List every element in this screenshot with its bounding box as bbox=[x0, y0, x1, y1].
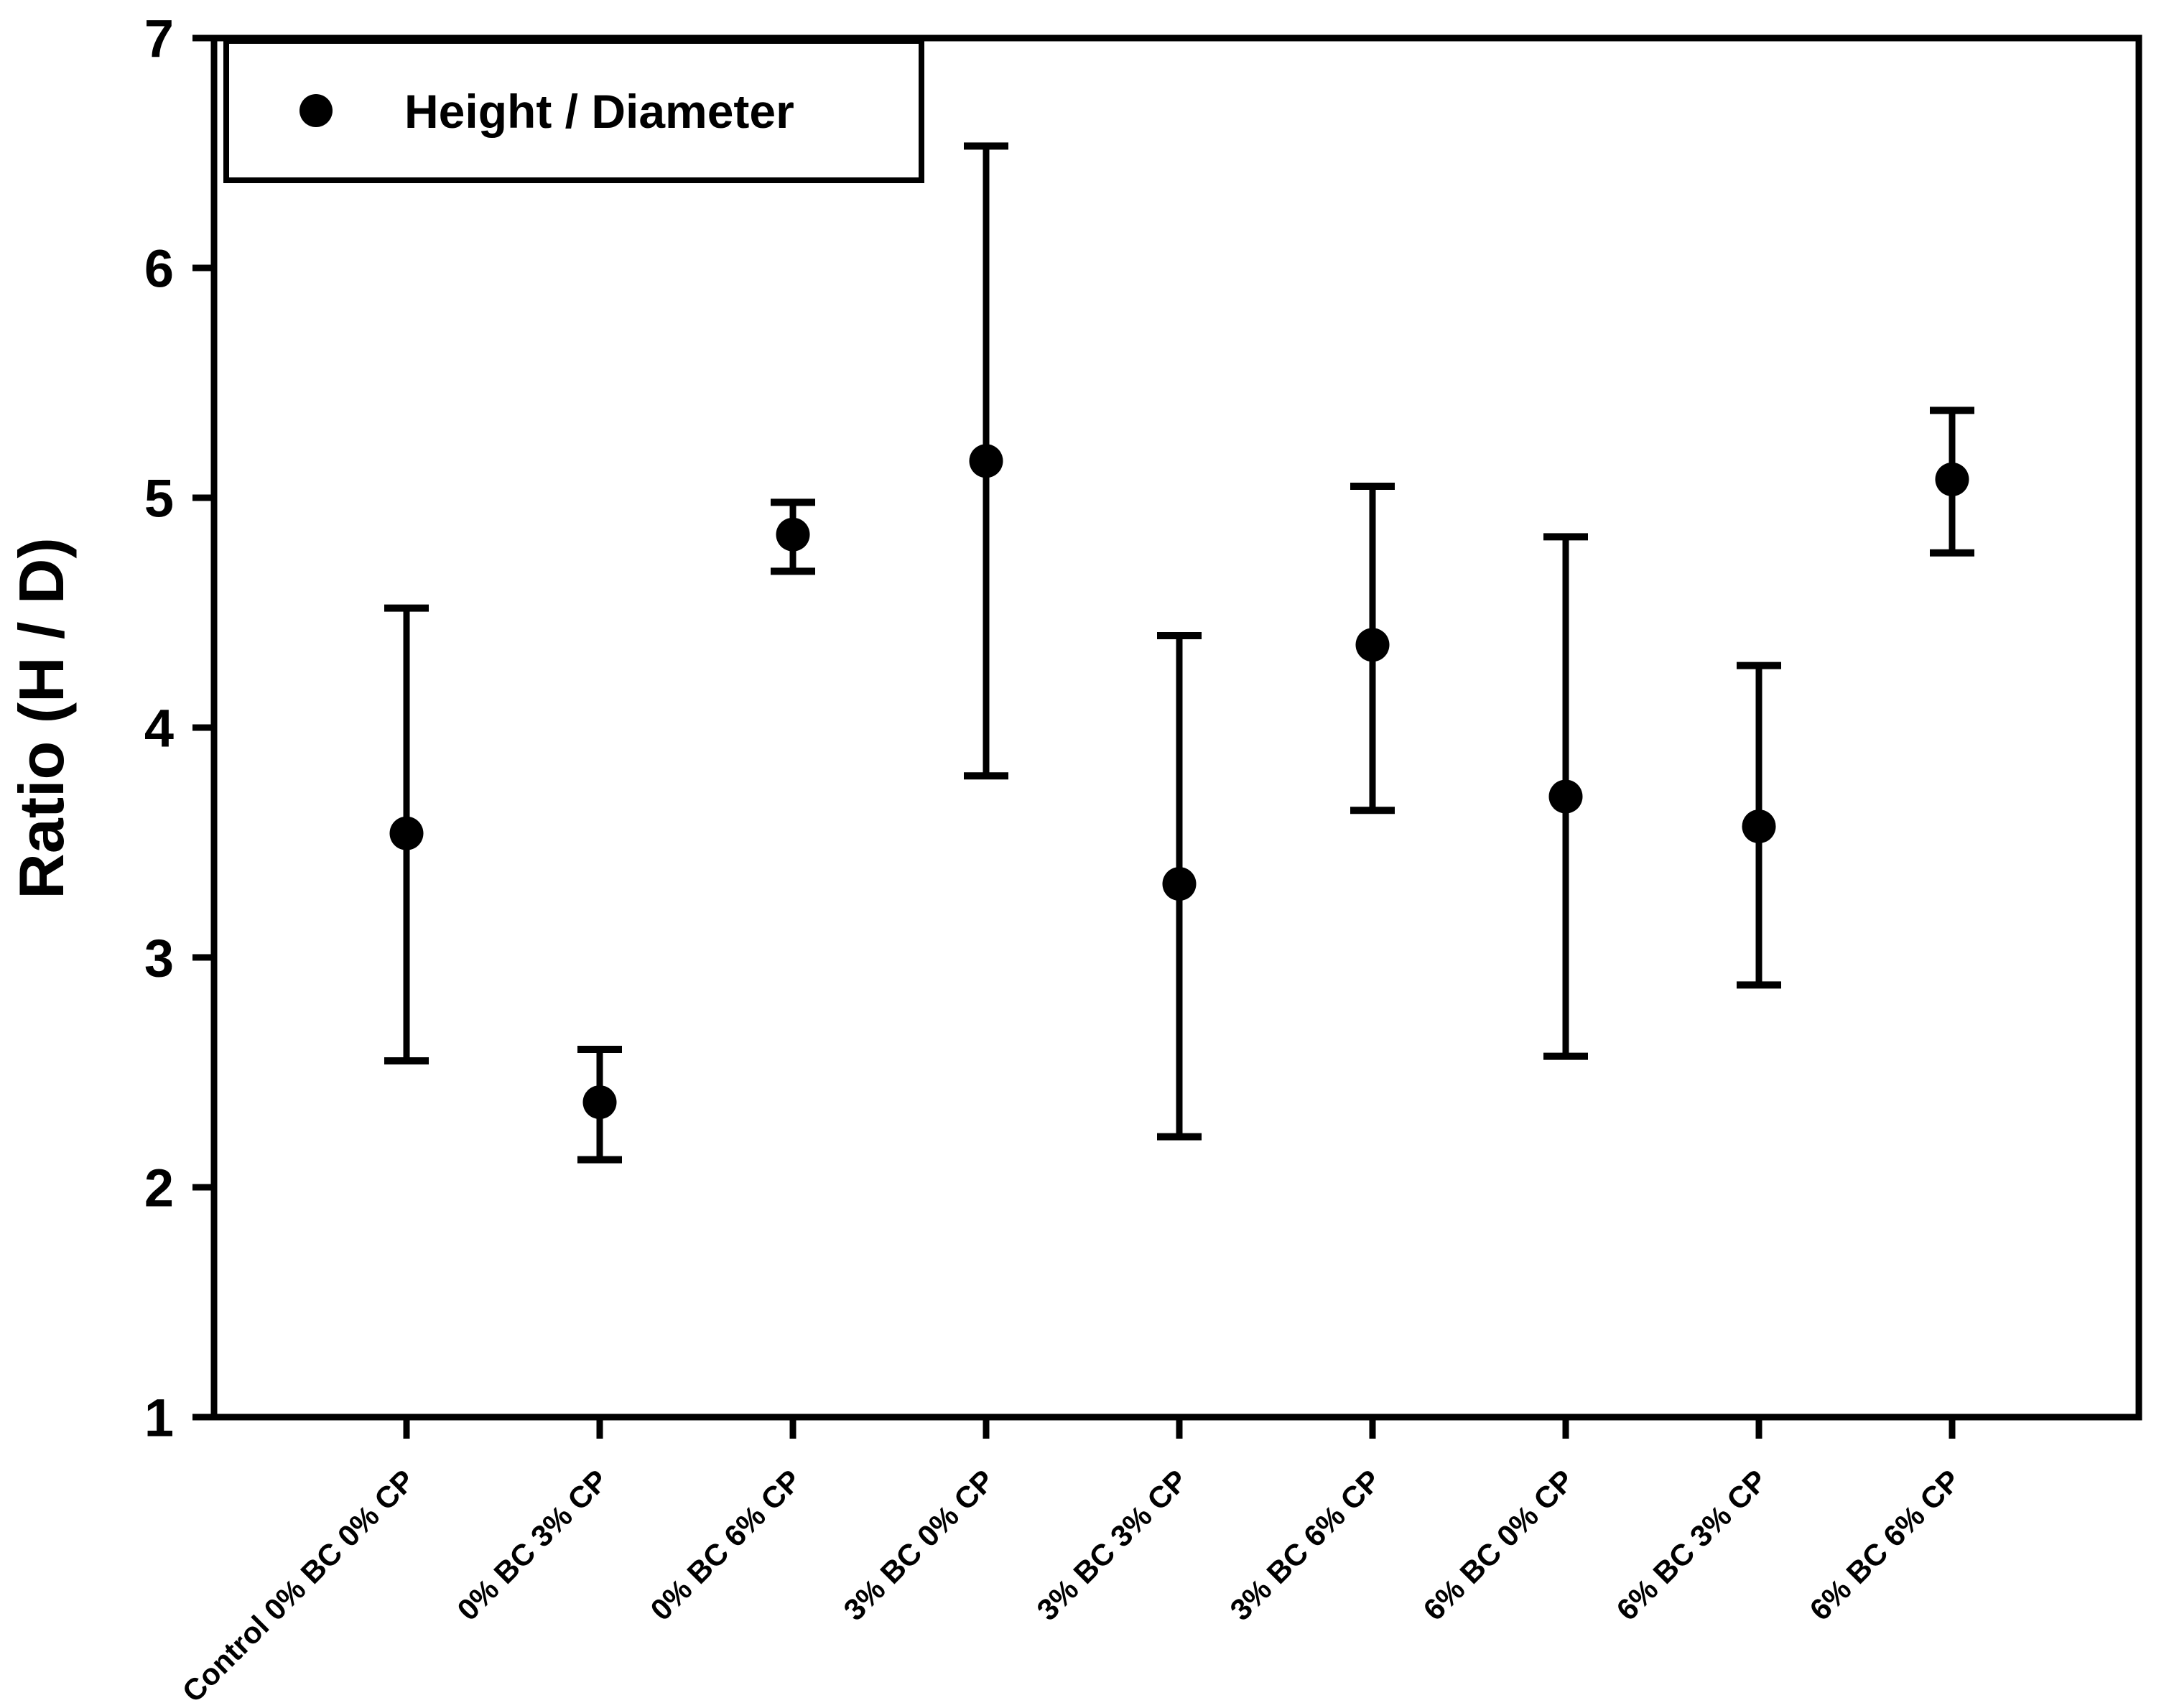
data-point bbox=[1742, 809, 1776, 844]
legend-label: Height / Diameter bbox=[404, 85, 794, 138]
data-point bbox=[1162, 867, 1197, 901]
x-tick-label: 3% BC 3% CP bbox=[1030, 1463, 1194, 1627]
y-tick-label: 6 bbox=[144, 239, 174, 299]
data-point bbox=[969, 444, 1003, 478]
plot-area: 1 2 3 4 5 6 7 Control 0% BC 0% CP 0% BC 3% CP 0% … bbox=[144, 9, 2142, 1708]
y-tick-label: 2 bbox=[144, 1159, 174, 1218]
y-tick-label: 7 bbox=[144, 9, 174, 69]
x-tick-label: 0% BC 3% CP bbox=[450, 1463, 614, 1627]
x-tick-label: 6% BC 6% CP bbox=[1803, 1463, 1966, 1627]
data-point bbox=[776, 517, 810, 552]
data-point bbox=[1355, 628, 1390, 662]
data-point bbox=[1548, 779, 1583, 814]
x-tick-label: 6% BC 3% CP bbox=[1610, 1463, 1773, 1627]
data-point bbox=[1935, 462, 1969, 496]
y-tick-label: 1 bbox=[144, 1388, 174, 1448]
y-axis-title: Ratio (H / D) bbox=[6, 537, 77, 899]
x-tick-label: 3% BC 6% CP bbox=[1223, 1463, 1387, 1627]
legend: Height / Diameter bbox=[223, 38, 924, 183]
legend-box bbox=[223, 38, 924, 183]
y-tick-label: 5 bbox=[144, 469, 174, 529]
x-tick-label: 0% BC 6% CP bbox=[644, 1463, 807, 1627]
x-tick-label: Control 0% BC 0% CP bbox=[176, 1463, 422, 1708]
x-tick-label: 3% BC 0% CP bbox=[837, 1463, 1000, 1627]
y-tick-label: 4 bbox=[144, 699, 174, 758]
legend-marker-icon bbox=[299, 94, 333, 127]
x-tick-label: 6% BC 0% CP bbox=[1416, 1463, 1580, 1627]
y-tick-label: 3 bbox=[144, 929, 174, 988]
data-point bbox=[582, 1085, 617, 1120]
data-point bbox=[389, 816, 424, 850]
